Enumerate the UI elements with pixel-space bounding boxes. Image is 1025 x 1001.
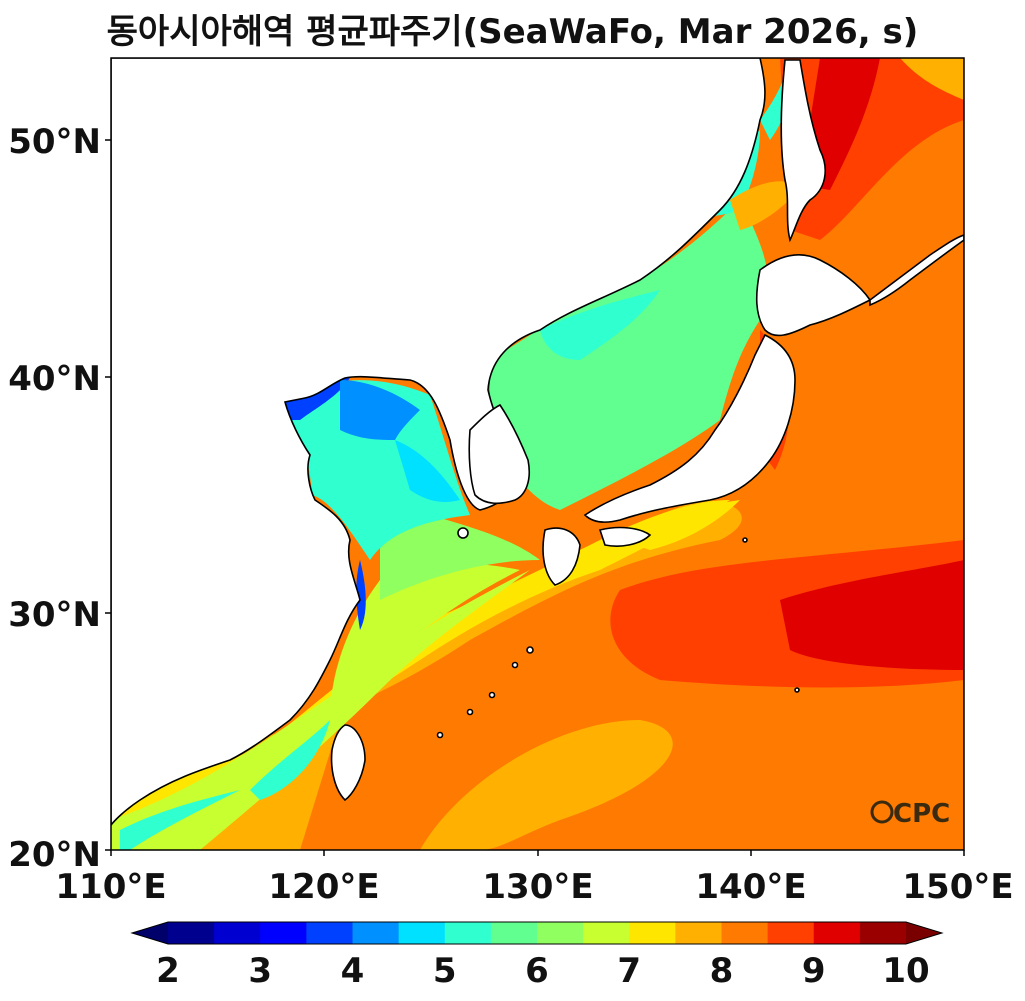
colorbar-swatch [583, 922, 630, 944]
lon-tick-140: 140°E [695, 867, 806, 907]
colorbar-under-arrow [132, 922, 168, 944]
logo-ring-icon [870, 800, 894, 824]
colorbar-swatch [537, 922, 584, 944]
land [111, 58, 964, 827]
field-contour-7-5-shikoku [620, 500, 740, 550]
lon-tick-150: 150°E [902, 867, 1013, 907]
land-ryukyu-3 [488, 691, 496, 699]
field-contour-3-5-coast [356, 560, 366, 630]
axis-tick-marks [105, 139, 965, 856]
colorbar-tick-label: 2 [156, 951, 180, 991]
land-mainland-asia [111, 58, 766, 827]
field-contour-7-ecs [330, 563, 520, 720]
field-contour-8-ne [900, 58, 964, 100]
land-izu-2 [794, 687, 800, 693]
colorbar-tick-labels: 2 3 4 5 6 7 8 9 10 [156, 951, 930, 991]
colorbar-swatch [813, 922, 861, 944]
colorbar-swatch [721, 922, 769, 944]
land-honshu [583, 333, 796, 523]
colorbar-tick-label: 8 [710, 951, 734, 991]
land-ryukyu-5 [436, 731, 444, 739]
lat-tick-20: 20°N [8, 835, 101, 875]
field-contour-5-5-coast [250, 720, 330, 800]
colorbar-swatch [398, 922, 446, 944]
land-kurils [869, 234, 964, 307]
logo-text: CPC [893, 799, 950, 829]
land-sakhalin [780, 59, 826, 243]
field-contour-8-south [420, 720, 673, 850]
colorbar-swatch [675, 922, 722, 944]
land-taiwan [330, 724, 366, 802]
land-ryukyu-2 [511, 661, 519, 669]
land-ryukyu-1 [526, 646, 534, 654]
land-hokkaido [755, 254, 872, 337]
colorbar-tick-label: 7 [617, 951, 641, 991]
colorbar-tick-label: 10 [882, 951, 929, 991]
land-shikoku [598, 526, 652, 547]
colorbar-swatch [859, 922, 907, 944]
colorbar-swatch [214, 922, 261, 944]
colorbar-over-arrow [906, 922, 942, 944]
land-kyushu [542, 527, 581, 586]
colorbar-swatch [444, 922, 492, 944]
land-ryukyu-4 [466, 708, 474, 716]
colorbar-tick-label: 6 [525, 951, 549, 991]
lon-tick-130: 130°E [482, 867, 593, 907]
field-contour-9-5 [780, 560, 964, 670]
lon-tick-110: 110°E [55, 867, 166, 907]
field-contour-5-5-east-sea [540, 290, 660, 360]
colorbar-tick-label: 4 [341, 951, 365, 991]
lon-tick-120: 120°E [268, 867, 379, 907]
lat-tick-50: 50°N [8, 122, 101, 162]
field-contour-6-east-sea [490, 200, 769, 510]
colorbar-tick-label: 9 [802, 951, 826, 991]
colorbar-swatch [260, 922, 307, 944]
colorbar-swatch [629, 922, 676, 944]
lat-tick-30: 30°N [8, 595, 101, 635]
colorbar-swatch [306, 922, 353, 944]
field-contour-4-5 [340, 380, 420, 440]
field-contour-5-5-south [120, 790, 240, 850]
field-contour-7 [111, 570, 530, 850]
colorbar-tick-label: 5 [433, 951, 457, 991]
colorbar-outline [130, 921, 944, 945]
colorbar-swatch [352, 922, 400, 944]
colorbar-tick-label: 3 [248, 951, 272, 991]
field-contour-5-5-yellow-sea [282, 380, 470, 560]
colorbar [130, 921, 944, 945]
field-contour-5 [395, 440, 460, 502]
land-jeju [457, 527, 469, 539]
colorbar-swatch [767, 922, 815, 944]
field-contour-8-tatar [730, 181, 800, 230]
land-korea [468, 403, 531, 505]
colorbar-swatch [490, 922, 538, 944]
map-title: 동아시아해역 평균파주기(SeaWaFo, Mar 2026, s) [106, 12, 919, 52]
cpc-logo: CPC [870, 799, 950, 829]
land-izu-1 [742, 537, 748, 543]
colorbar-swatch [168, 922, 215, 944]
lat-tick-40: 40°N [8, 359, 101, 399]
